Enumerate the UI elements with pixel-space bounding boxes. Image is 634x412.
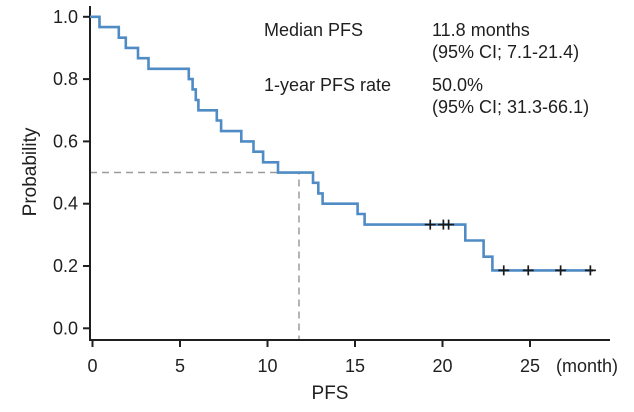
x-axis-unit-label: (month): [556, 356, 618, 376]
median-pfs-months: 11.8 months: [432, 20, 530, 40]
y-tick-label: 0.0: [53, 318, 78, 338]
x-tick-label: 25: [520, 356, 540, 376]
censor-mark: [522, 265, 534, 276]
x-tick-label: 20: [432, 356, 452, 376]
one-year-pfs-label: 1-year PFS rate: [264, 75, 392, 95]
x-tick-label: 10: [257, 356, 277, 376]
censor-mark: [555, 265, 567, 276]
one-year-pfs-value: 50.0% (95% CI; 31.3-66.1): [432, 74, 589, 118]
x-tick-label: 15: [345, 356, 365, 376]
censor-marks: [424, 219, 596, 276]
one-year-pfs-rate: 50.0%: [432, 75, 484, 95]
axis-spines: [89, 6, 610, 341]
y-tick-label: 0.4: [53, 194, 78, 214]
censor-mark: [498, 265, 510, 276]
median-pfs-label: Median PFS: [264, 20, 364, 40]
y-tick-label: 0.8: [53, 69, 78, 89]
y-tick-label: 0.6: [53, 131, 78, 151]
y-tick-label: 1.0: [53, 7, 78, 27]
median-pfs-ci: (95% CI; 7.1-21.4): [432, 42, 580, 62]
one-year-pfs-ci: (95% CI; 31.3-66.1): [432, 97, 590, 117]
y-tick-label: 0.2: [53, 256, 78, 276]
km-curve: [90, 15, 593, 272]
median-dashed-line: [90, 171, 300, 339]
y-axis-title: Probability: [20, 127, 41, 217]
y-axis-ticks: 0.0 0.2 0.4 0.6 0.8 1.0: [53, 7, 90, 338]
median-pfs-value: 11.8 months (95% CI; 7.1-21.4): [432, 19, 579, 63]
censor-mark: [584, 265, 596, 276]
x-axis-ticks: 0 5 10 15 20 25 (month): [87, 340, 618, 376]
x-tick-label: 0: [87, 356, 97, 376]
x-axis-title: PFS: [311, 383, 349, 404]
censor-mark: [424, 219, 436, 230]
censor-mark: [443, 219, 455, 230]
x-tick-label: 5: [175, 356, 185, 376]
axes: 0.0 0.2 0.4 0.6 0.8 1.0 0 5 10 15 20 25 (month): [53, 6, 618, 376]
